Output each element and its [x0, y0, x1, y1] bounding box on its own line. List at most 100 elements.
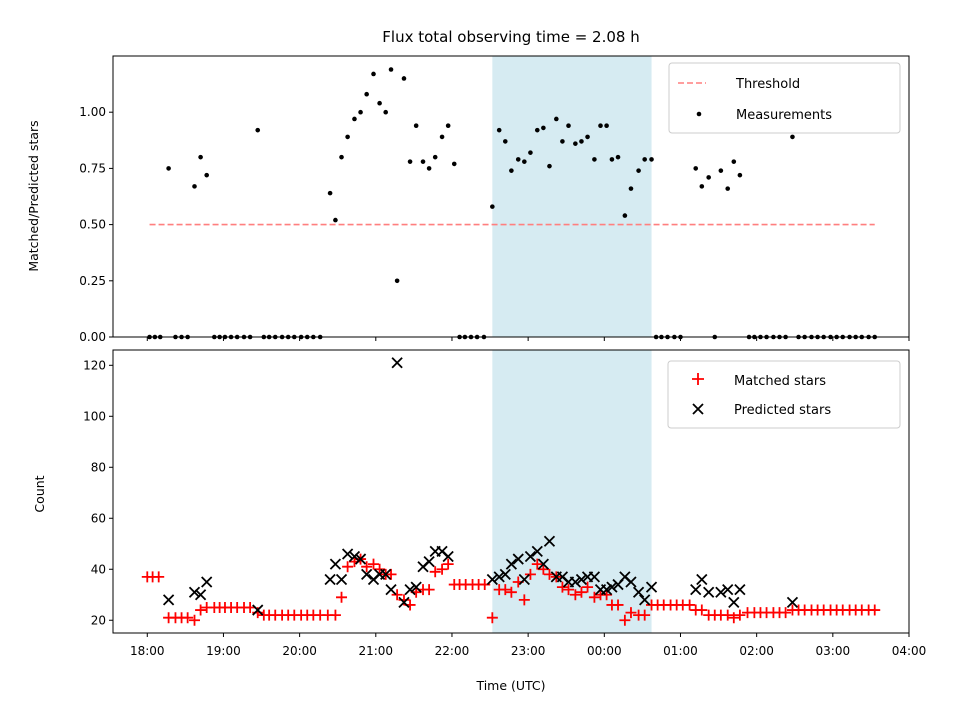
predicted-star-point — [499, 568, 511, 580]
matched-star-point — [499, 584, 511, 596]
predicted-star-point — [188, 586, 201, 598]
matched-star-point — [505, 586, 517, 598]
measurement-point — [592, 157, 597, 162]
matched-star-point — [722, 609, 734, 621]
measurement-point — [502, 139, 508, 144]
bottom-x-ticks: 18:00 19:00 20:00 21:00 22:00 23:00 00:00 01:00… — [130, 633, 926, 658]
measurement-point — [706, 175, 711, 180]
predicted-star-point — [734, 584, 746, 596]
measurement-point — [585, 134, 590, 140]
bottom-y-tick-label: 80 — [91, 460, 106, 474]
bottom-panel: 20 40 60 80 100 120 18:00 19:00 20:00 21:00 22:00… — [32, 349, 926, 693]
matched-star-point — [734, 609, 746, 621]
measurement-point — [358, 109, 363, 115]
measurement-point — [345, 134, 350, 140]
bottom-x-tick-label: 19:00 — [206, 644, 241, 658]
measurement-point — [364, 91, 369, 97]
matched-star-point — [182, 612, 194, 624]
legend-matched-swatch — [692, 373, 704, 385]
measurement-point — [699, 184, 705, 189]
matched-star-point — [575, 586, 587, 598]
bottom-x-tick-label: 01:00 — [663, 644, 698, 658]
predicted-star-point — [335, 573, 348, 586]
matched-star-point — [374, 563, 386, 575]
predicted-star-point — [690, 584, 702, 596]
matched-star-point — [423, 584, 435, 596]
measurement-point — [573, 141, 578, 146]
matched-star-point — [582, 581, 594, 593]
top-y-tick-label: 0.00 — [79, 330, 106, 344]
bottom-y-axis-label: Count — [32, 475, 47, 512]
legend-measurements-label: Measurements — [736, 108, 832, 123]
predicted-star-point — [410, 581, 422, 593]
measurement-point — [579, 139, 584, 144]
legend-predicted-label: Predicted stars — [734, 403, 831, 418]
measurement-point — [198, 154, 203, 160]
measurement-point — [649, 157, 654, 162]
bottom-x-tick-label: 04:00 — [892, 644, 927, 658]
measurement-point — [394, 278, 400, 284]
predicted-star-point — [201, 576, 213, 588]
predicted-star-point — [575, 573, 588, 586]
matched-stars-points — [141, 553, 881, 626]
bottom-x-axis-label: Time (UTC) — [475, 678, 545, 693]
predicted-stars-points — [162, 357, 799, 616]
matched-star-point — [619, 614, 631, 626]
matched-star-point — [518, 594, 530, 606]
predicted-star-point — [518, 573, 530, 586]
bottom-x-tick-label: 03:00 — [816, 644, 851, 658]
predicted-star-point — [354, 553, 367, 565]
matched-star-point — [342, 561, 354, 573]
top-title: Flux total observing time = 2.08 h — [382, 28, 639, 46]
measurement-point — [598, 123, 603, 128]
matched-star-point — [329, 609, 341, 621]
predicted-star-point — [703, 586, 715, 598]
predicted-star-point — [537, 558, 550, 570]
top-y-tick-label: 0.25 — [79, 274, 106, 288]
predicted-star-point — [329, 558, 342, 570]
measurement-point — [192, 184, 197, 189]
matched-star-point — [556, 581, 568, 593]
predicted-star-point — [391, 357, 403, 369]
predicted-star-point — [324, 573, 336, 586]
matched-star-point — [244, 602, 256, 614]
predicted-star-point — [486, 573, 498, 586]
legend-matched-label: Matched stars — [734, 374, 826, 389]
matched-star-point — [531, 558, 543, 570]
measurement-point — [333, 217, 338, 223]
top-panel: 0.00 0.25 0.50 0.75 1.00 Flux total observin… — [26, 28, 910, 344]
predicted-star-point — [696, 573, 708, 586]
measurement-point — [642, 157, 647, 162]
measurement-point — [622, 213, 628, 218]
top-y-axis-label: Matched/Predicted stars — [26, 120, 41, 271]
measurement-point — [352, 116, 357, 122]
predicted-star-point — [341, 548, 354, 560]
matched-star-point — [780, 607, 792, 619]
matched-star-point — [336, 591, 348, 603]
predicted-star-point — [385, 584, 397, 596]
measurement-point — [522, 159, 527, 164]
measurement-point — [604, 123, 609, 128]
measurement-point — [496, 127, 502, 133]
predicted-star-point — [588, 571, 601, 583]
matched-star-point — [625, 607, 637, 619]
predicted-star-point — [398, 596, 410, 609]
measurement-point — [554, 116, 559, 122]
measurement-point — [725, 186, 731, 191]
predicted-star-point — [348, 550, 361, 563]
legend-threshold-label: Threshold — [735, 77, 800, 92]
matched-star-point — [524, 568, 536, 580]
measurement-point — [636, 168, 641, 173]
matched-star-point — [569, 589, 581, 601]
bottom-legend: Matched stars Predicted stars — [667, 360, 901, 429]
bottom-x-tick-label: 21:00 — [358, 644, 393, 658]
measurement-point — [445, 123, 451, 128]
legend-measurements-swatch — [696, 111, 702, 117]
predicted-star-point — [512, 553, 524, 565]
measurement-point — [528, 150, 533, 155]
bottom-legend-box — [667, 360, 901, 429]
measurement-point — [388, 67, 394, 72]
measurement-point — [790, 134, 795, 140]
measurement-point — [339, 154, 344, 160]
